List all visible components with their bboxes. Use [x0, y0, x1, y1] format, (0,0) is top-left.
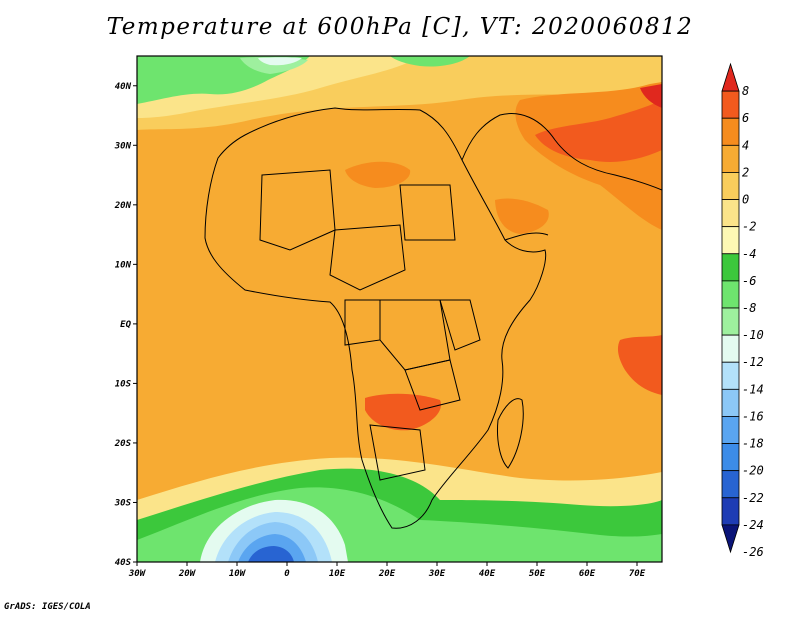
lon-tick-label: 70E — [629, 569, 646, 579]
coastlines — [204, 107, 662, 529]
colorbar-label: -26 — [742, 545, 764, 559]
lat-tick-label: 20N — [114, 201, 132, 211]
colorbar-segment — [721, 416, 740, 444]
colorbar-label: -16 — [742, 409, 764, 423]
colorbar-label: -20 — [742, 464, 764, 478]
colorbar-label: -10 — [742, 328, 764, 342]
colorbar-segment — [721, 117, 740, 146]
colorbar-label: -4 — [742, 247, 756, 261]
colorbar-label: 0 — [742, 193, 749, 207]
lon-tick-label: 0 — [284, 569, 290, 579]
colorbar-segment — [721, 388, 740, 417]
colorbar-label: -8 — [742, 301, 756, 315]
lat-tick-label: 10S — [115, 379, 132, 389]
lon-tick-label: 10E — [329, 569, 346, 579]
lon-tick-label: 60E — [579, 569, 596, 579]
colorbar-segment — [721, 199, 740, 228]
colorbar-segment — [721, 280, 740, 309]
colorbar-segment — [721, 443, 740, 472]
latitude-axis: 40N 30N 20N 10N EQ 10S 20S 30S 40S — [114, 82, 137, 568]
colorbar-segment — [721, 524, 740, 554]
colorbar-segment — [721, 497, 740, 526]
colorbar-segment — [721, 172, 740, 200]
colorbar-segment — [721, 470, 740, 499]
colorbar-label: 4 — [742, 138, 749, 152]
colorbar-label: -18 — [742, 437, 764, 451]
colorbar-segment — [721, 62, 740, 92]
colorbar-label: -6 — [742, 274, 756, 288]
lat-tick-label: 20S — [114, 439, 132, 449]
plot-frame — [136, 55, 663, 563]
longitude-axis: 30W 20W 10W 0 10E 20E 30E 40E 50E 60E 70E — [128, 562, 646, 579]
lon-tick-label: 40E — [479, 569, 496, 579]
lon-tick-label: 30E — [428, 569, 446, 579]
lon-tick-label: 20W — [178, 569, 197, 579]
lat-tick-label: 30S — [114, 498, 132, 508]
colorbar-label: -22 — [742, 491, 764, 505]
colorbar-segment — [721, 144, 740, 173]
colorbar-label: 6 — [742, 111, 749, 125]
lat-tick-label: EQ — [120, 320, 131, 330]
colorbar-segment — [721, 334, 740, 363]
colorbar-label: -12 — [742, 355, 764, 369]
map-title: Temperature at 600hPa [C], VT: 202006081… — [106, 14, 694, 40]
colorbar-label: 8 — [742, 84, 749, 98]
colorbar-segment — [721, 90, 740, 119]
colorbar: 8 6 4 2 0 -2 -4 -6 -8 -10 -12 -14 -16 -18 -20 -22 -24 -26 — [721, 62, 764, 559]
colorbar-segment — [721, 226, 740, 255]
grads-credit: GrADS: IGES/COLA — [4, 602, 91, 612]
colorbar-label: 2 — [742, 165, 749, 179]
colorbar-label: -2 — [742, 220, 756, 234]
lat-tick-label: 30N — [114, 141, 132, 151]
lat-tick-label: 40S — [115, 558, 132, 568]
lon-tick-label: 50E — [529, 569, 546, 579]
temperature-field — [137, 56, 662, 562]
lon-tick-label: 30W — [128, 569, 147, 579]
lat-tick-label: 40N — [115, 82, 132, 92]
colorbar-label: -24 — [742, 518, 764, 532]
colorbar-segment — [721, 361, 740, 390]
colorbar-label: -14 — [742, 382, 764, 396]
lon-tick-label: 20E — [378, 569, 396, 579]
lon-tick-label: 10W — [229, 569, 247, 579]
lat-tick-label: 10N — [115, 260, 132, 270]
colorbar-segment — [721, 253, 740, 282]
colorbar-segment — [721, 307, 740, 336]
